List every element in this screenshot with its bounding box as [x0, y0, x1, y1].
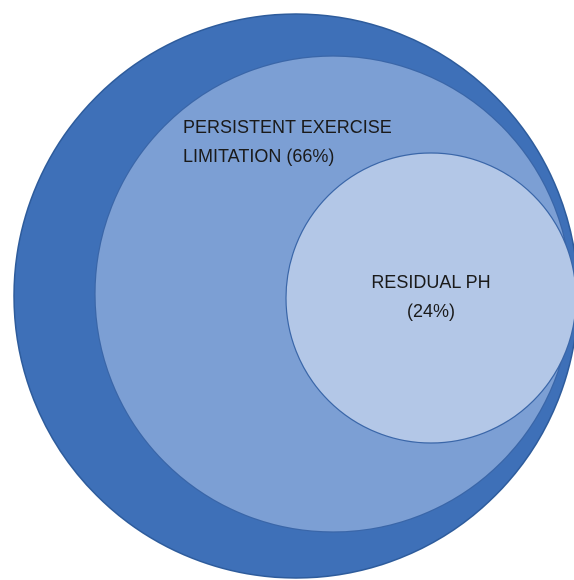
middle-label-line: PERSISTENT EXERCISE — [183, 117, 392, 137]
middle-label-line: LIMITATION (66%) — [183, 146, 334, 166]
inner-label-line: (24%) — [407, 301, 455, 321]
inner-label-line: RESIDUAL PH — [371, 272, 490, 292]
inner-circle — [285, 152, 574, 444]
